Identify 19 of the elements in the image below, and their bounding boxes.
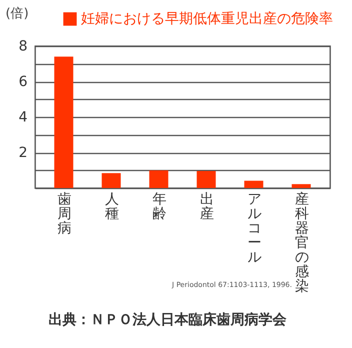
x-tick-label: 人種 xyxy=(104,192,119,222)
source-note: 出典：ＮＰＯ法人日本臨床歯周病学会 xyxy=(48,311,288,328)
bar xyxy=(102,173,121,188)
x-tick-label: 出産 xyxy=(200,192,214,222)
x-tick-label: 産科器官の感染 xyxy=(294,192,309,294)
y-tick-label: 2 xyxy=(18,145,28,161)
bar xyxy=(54,56,74,188)
x-tick-label: アルコール xyxy=(247,192,262,266)
bar xyxy=(292,184,311,188)
bar xyxy=(149,170,168,188)
y-tick-label: 8 xyxy=(18,38,28,54)
y-axis-title: (倍) xyxy=(6,6,29,22)
x-tick-label: 年齢 xyxy=(152,192,166,222)
bar xyxy=(196,170,216,188)
y-tick-label: 6 xyxy=(18,74,28,90)
bar xyxy=(244,180,264,188)
x-tick-label: 歯周病 xyxy=(57,192,72,236)
legend-label: 妊婦における早期低体重児出産の危険率 xyxy=(81,11,333,27)
y-tick-label: 4 xyxy=(18,110,28,126)
